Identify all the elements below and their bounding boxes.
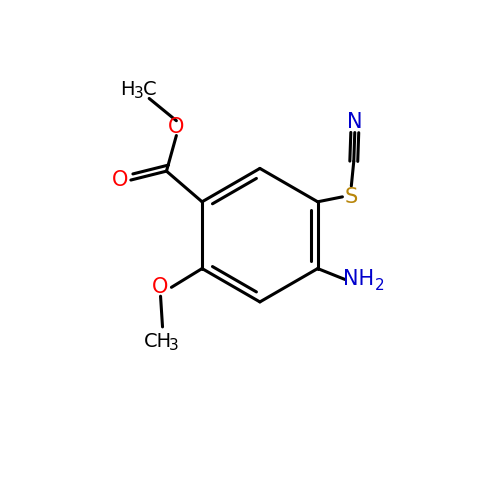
Text: O: O [152, 278, 168, 297]
Text: 2: 2 [374, 278, 384, 293]
Text: NH: NH [343, 270, 374, 289]
Text: 3: 3 [168, 338, 178, 353]
Text: 3: 3 [134, 86, 143, 101]
Text: N: N [347, 112, 362, 132]
Text: O: O [112, 170, 128, 190]
Text: CH: CH [144, 332, 172, 351]
Text: O: O [168, 116, 184, 136]
Text: S: S [344, 187, 358, 207]
Text: C: C [144, 80, 157, 99]
Text: H: H [120, 80, 134, 99]
